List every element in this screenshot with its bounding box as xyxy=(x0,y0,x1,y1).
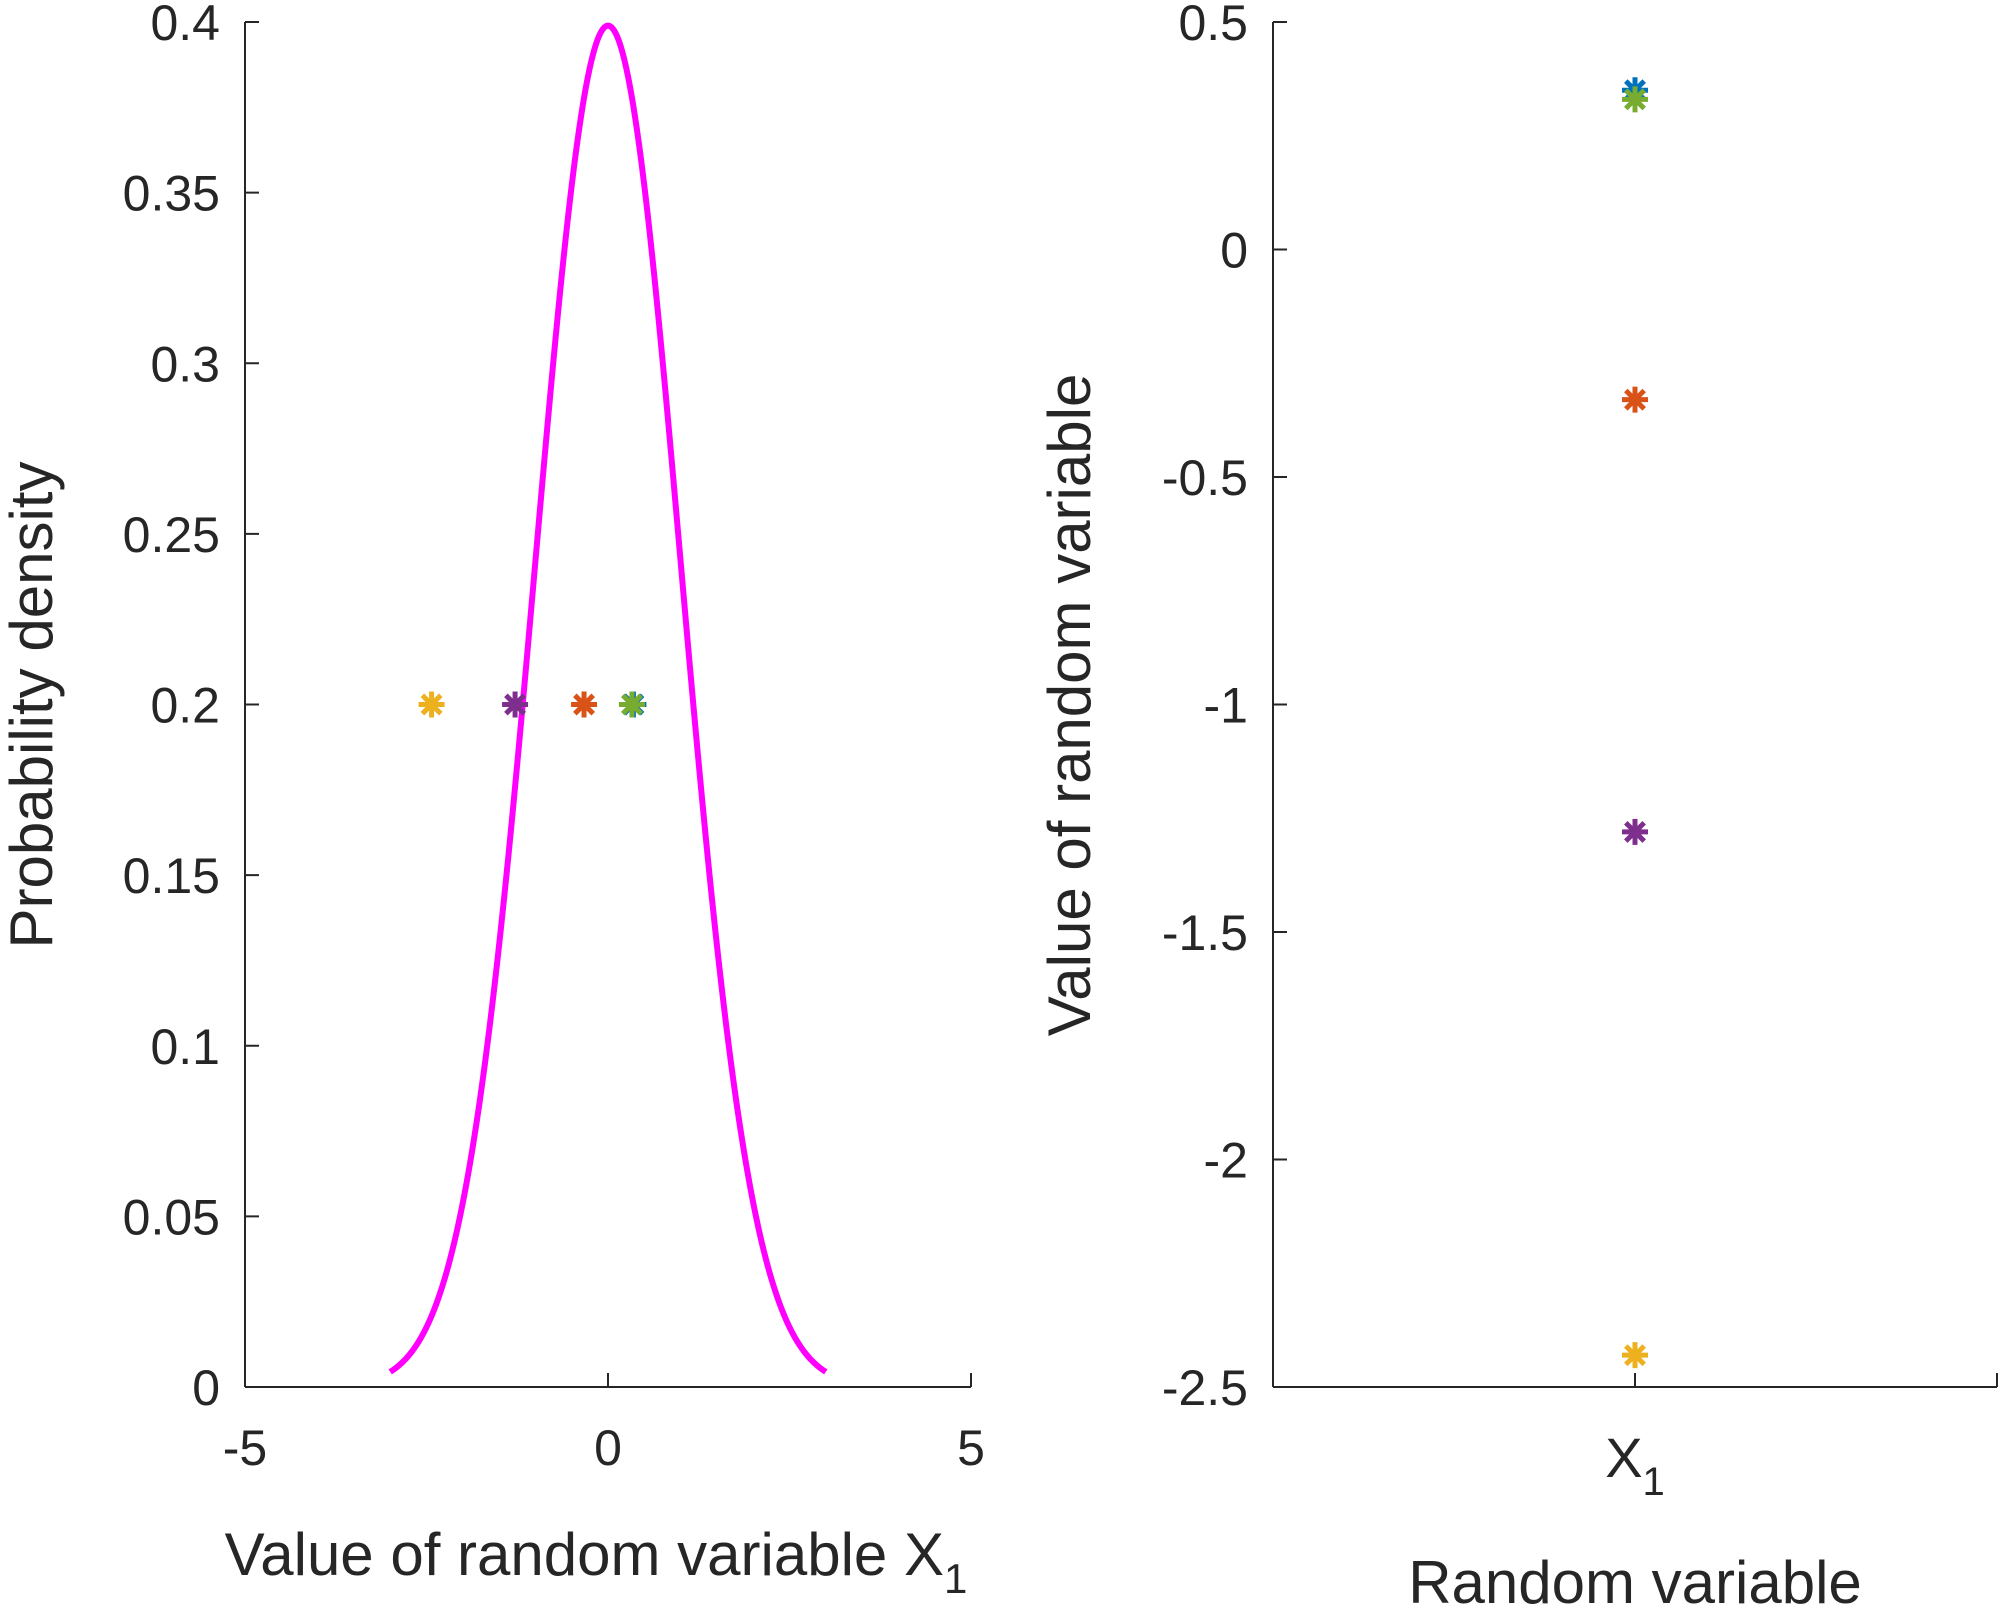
right-sample-point xyxy=(1622,818,1648,845)
left-xlabel: Value of random variable X1 xyxy=(225,1521,968,1602)
left-x-ticks: -5 0 5 xyxy=(223,1373,985,1476)
left-axes xyxy=(244,22,971,1388)
left-y-tick-label: 0.4 xyxy=(150,0,220,51)
right-y-tick-label: 0 xyxy=(1220,223,1248,279)
left-sample-point xyxy=(502,691,529,718)
right-x-tick-label-main: X xyxy=(1605,1426,1642,1489)
left-plot-pdf: 00.050.10.150.20.250.30.350.4 -5 0 5 Proba… xyxy=(0,0,985,1602)
right-plot-values: -2.5 -2 -1.5 -1 -0.5 0 0.5 X1 Value of random … xyxy=(1036,0,1998,1616)
right-x-tick-label-subscript: 1 xyxy=(1643,1460,1665,1504)
right-sample-point xyxy=(1622,386,1648,413)
right-axes xyxy=(1272,22,1997,1388)
right-sample-point xyxy=(1622,1342,1648,1369)
pdf-curve xyxy=(388,22,828,1375)
left-sample-point xyxy=(571,691,598,718)
left-ylabel: Probability density xyxy=(0,462,65,949)
right-series xyxy=(1622,77,1648,1369)
left-sample-point xyxy=(418,691,445,718)
left-y-tick-label: 0.15 xyxy=(123,848,220,904)
left-y-tick-label: 0.35 xyxy=(123,166,220,222)
left-x-tick-label: 5 xyxy=(957,1420,985,1476)
left-y-tick-label: 0.05 xyxy=(123,1189,220,1245)
right-x-tick-label: X1 xyxy=(1605,1426,1665,1504)
right-y-tick-label: -1 xyxy=(1204,678,1248,734)
left-xlabel-subscript: 1 xyxy=(944,1555,967,1602)
left-y-tick-label: 0.3 xyxy=(150,336,220,392)
left-y-tick-label: 0 xyxy=(192,1360,220,1416)
right-xlabel: Random variable xyxy=(1408,1549,1862,1616)
right-y-tick-label: -1.5 xyxy=(1162,905,1248,961)
right-y-ticks: -2.5 -2 -1.5 -1 -0.5 0 0.5 xyxy=(1162,0,1287,1416)
left-y-ticks: 0 0.05 0.1 0.15 0.2 0.25 0.3 0.35 0.4 xyxy=(123,0,259,1416)
left-sample-point xyxy=(618,691,645,718)
left-x-tick-label: -5 xyxy=(223,1420,267,1476)
right-y-tick-label: -2.5 xyxy=(1162,1360,1248,1416)
right-ylabel: Value of random variable xyxy=(1036,374,1103,1037)
left-xlabel-main: Value of random variable X xyxy=(225,1521,944,1588)
right-y-tick-label: 0.5 xyxy=(1178,0,1248,51)
right-sample-point xyxy=(1622,86,1648,113)
left-y-tick-label: 0.25 xyxy=(123,507,220,563)
left-series xyxy=(388,22,828,1375)
right-x-ticks: X1 xyxy=(1605,1373,1998,1504)
right-y-tick-label: -0.5 xyxy=(1162,450,1248,506)
left-y-tick-label: 0.1 xyxy=(150,1019,220,1075)
right-y-tick-label: -2 xyxy=(1204,1133,1248,1189)
left-x-tick-label: 0 xyxy=(594,1420,622,1476)
left-y-tick-label: 0.2 xyxy=(150,678,220,734)
